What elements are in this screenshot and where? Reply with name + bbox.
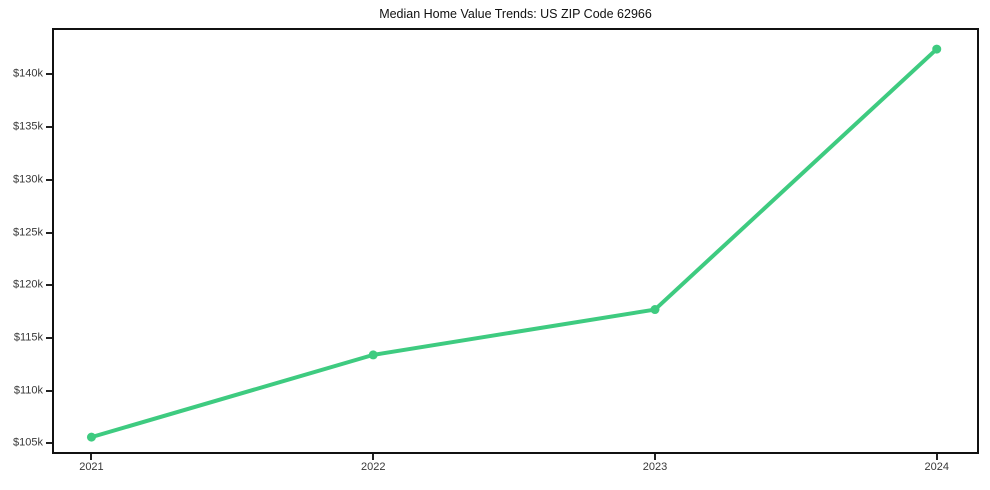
y-tick-mark (46, 337, 52, 339)
y-tick-mark (46, 442, 52, 445)
y-tick-mark (46, 126, 52, 129)
y-tick-mark (46, 231, 52, 234)
trend-line-chart (52, 28, 979, 454)
x-tick-mark (935, 454, 938, 460)
y-tick-label: $120k (13, 278, 43, 291)
data-point-marker (650, 305, 660, 315)
chart-title: Median Home Value Trends: US ZIP Code 62… (379, 7, 652, 21)
y-tick-mark (46, 284, 52, 287)
data-point-marker (86, 432, 96, 442)
y-tick-mark (46, 73, 52, 76)
x-tick-label: 2021 (79, 461, 104, 473)
x-tick-mark (372, 454, 375, 460)
plot-area: $105k $110k $115k $120k $125k $130k $135k $140k… (13, 28, 979, 473)
data-point-marker (368, 350, 378, 360)
plot-spines (52, 28, 979, 454)
y-tick-label: $105k (13, 436, 43, 449)
y-tick-label: $115k (13, 331, 43, 344)
trend-line (89, 47, 939, 440)
x-tick-label: 2023 (642, 461, 668, 473)
y-tick-mark (46, 389, 52, 392)
y-tick-label: $130k (13, 173, 43, 186)
y-tick-label: $110k (13, 384, 43, 397)
x-tick-mark (653, 454, 656, 460)
x-tick-mark (90, 454, 93, 460)
x-tick-label: 2024 (924, 461, 949, 473)
y-tick-label: $140k (13, 67, 43, 80)
y-tick-label: $125k (13, 226, 43, 239)
x-tick-label: 2022 (360, 461, 386, 473)
y-tick-mark (46, 178, 52, 181)
data-point-marker (932, 44, 942, 54)
y-tick-label: $135k (13, 120, 43, 133)
